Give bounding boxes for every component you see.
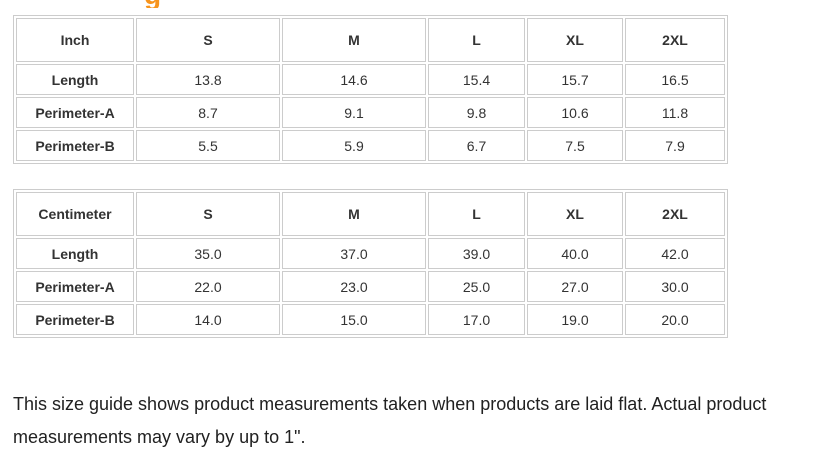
unit-header: Centimeter bbox=[16, 192, 134, 236]
cell-value: 23.0 bbox=[282, 271, 426, 302]
row-label: Length bbox=[16, 238, 134, 269]
size-column-header: S bbox=[136, 18, 280, 62]
cell-value: 8.7 bbox=[136, 97, 280, 128]
cell-value: 40.0 bbox=[527, 238, 623, 269]
cell-value: 39.0 bbox=[428, 238, 525, 269]
cell-value: 9.1 bbox=[282, 97, 426, 128]
header-row: Inch S M L XL 2XL bbox=[16, 18, 725, 62]
cell-value: 35.0 bbox=[136, 238, 280, 269]
size-column-header: XL bbox=[527, 192, 623, 236]
cell-value: 11.8 bbox=[625, 97, 725, 128]
cell-value: 5.9 bbox=[282, 130, 426, 161]
size-column-header: 2XL bbox=[625, 18, 725, 62]
header-row: Centimeter S M L XL 2XL bbox=[16, 192, 725, 236]
cell-value: 7.5 bbox=[527, 130, 623, 161]
cell-value: 7.9 bbox=[625, 130, 725, 161]
heading-fragment-glyph: g bbox=[144, 0, 170, 8]
cell-value: 9.8 bbox=[428, 97, 525, 128]
row-label: Length bbox=[16, 64, 134, 95]
size-column-header: L bbox=[428, 18, 525, 62]
cell-value: 10.6 bbox=[527, 97, 623, 128]
cell-value: 42.0 bbox=[625, 238, 725, 269]
cell-value: 13.8 bbox=[136, 64, 280, 95]
cell-value: 30.0 bbox=[625, 271, 725, 302]
size-column-header: S bbox=[136, 192, 280, 236]
size-table-centimeter: Centimeter S M L XL 2XL Length 35.0 37.0 39.0 40.… bbox=[13, 189, 728, 338]
clipped-heading-fragment: g bbox=[144, 0, 170, 8]
size-guide-note: This size guide shows product measuremen… bbox=[13, 394, 767, 447]
cell-value: 14.0 bbox=[136, 304, 280, 335]
cell-value: 6.7 bbox=[428, 130, 525, 161]
table-row: Length 35.0 37.0 39.0 40.0 42.0 bbox=[16, 238, 725, 269]
size-column-header: L bbox=[428, 192, 525, 236]
cell-value: 14.6 bbox=[282, 64, 426, 95]
size-column-header: 2XL bbox=[625, 192, 725, 236]
row-label: Perimeter-B bbox=[16, 130, 134, 161]
table-row: Length 13.8 14.6 15.4 15.7 16.5 bbox=[16, 64, 725, 95]
row-label: Perimeter-A bbox=[16, 97, 134, 128]
cell-value: 22.0 bbox=[136, 271, 280, 302]
table-row: Perimeter-B 14.0 15.0 17.0 19.0 20.0 bbox=[16, 304, 725, 335]
cell-value: 5.5 bbox=[136, 130, 280, 161]
cell-value: 25.0 bbox=[428, 271, 525, 302]
size-table-inch: Inch S M L XL 2XL Length 13.8 14.6 15.4 15.7 16.5 P… bbox=[13, 15, 728, 164]
table-row: Perimeter-B 5.5 5.9 6.7 7.5 7.9 bbox=[16, 130, 725, 161]
size-column-header: M bbox=[282, 18, 426, 62]
size-column-header: XL bbox=[527, 18, 623, 62]
cell-value: 15.4 bbox=[428, 64, 525, 95]
cell-value: 16.5 bbox=[625, 64, 725, 95]
cell-value: 15.7 bbox=[527, 64, 623, 95]
cell-value: 20.0 bbox=[625, 304, 725, 335]
row-label: Perimeter-B bbox=[16, 304, 134, 335]
row-label: Perimeter-A bbox=[16, 271, 134, 302]
table-row: Perimeter-A 8.7 9.1 9.8 10.6 11.8 bbox=[16, 97, 725, 128]
cell-value: 19.0 bbox=[527, 304, 623, 335]
unit-header: Inch bbox=[16, 18, 134, 62]
cell-value: 37.0 bbox=[282, 238, 426, 269]
size-column-header: M bbox=[282, 192, 426, 236]
cell-value: 27.0 bbox=[527, 271, 623, 302]
cell-value: 15.0 bbox=[282, 304, 426, 335]
table-row: Perimeter-A 22.0 23.0 25.0 27.0 30.0 bbox=[16, 271, 725, 302]
cell-value: 17.0 bbox=[428, 304, 525, 335]
